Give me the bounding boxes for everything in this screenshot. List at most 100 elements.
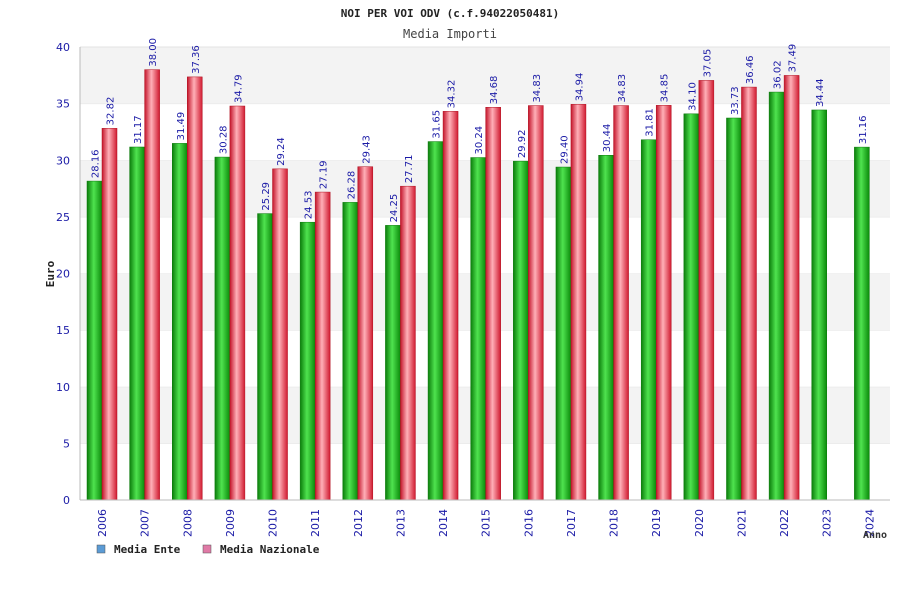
legend-swatch-media-nazionale — [202, 544, 212, 554]
legend-swatch-media-ente — [96, 544, 106, 554]
data-label: 34.83 — [617, 74, 628, 103]
bar-media-nazionale — [101, 128, 118, 501]
bar-media-ente — [854, 146, 870, 501]
bar-media-ente — [640, 139, 657, 501]
data-label: 34.83 — [532, 74, 543, 103]
data-label: 31.49 — [176, 112, 187, 141]
data-label: 24.53 — [304, 191, 315, 220]
data-label: 33.73 — [730, 86, 741, 115]
bar-media-nazionale — [485, 106, 501, 501]
bar-media-nazionale — [442, 111, 459, 501]
data-label: 34.68 — [489, 76, 500, 105]
x-tick-label: 2019 — [650, 509, 663, 537]
data-label: 37.49 — [788, 44, 799, 73]
data-label: 29.40 — [559, 135, 570, 164]
bar-media-ente — [299, 221, 316, 501]
bar-media-ente — [768, 91, 785, 501]
bar-media-ente — [86, 180, 103, 501]
x-tick-label: 2014 — [437, 509, 450, 537]
x-tick-label: 2024 — [863, 509, 876, 537]
data-labels: 28.16 32.82 31.17 38.00 31.49 37.36 30.28 34.79… — [91, 38, 869, 222]
bar-media-ente — [513, 160, 529, 501]
x-tick-label: 2023 — [821, 509, 834, 537]
data-label: 31.81 — [645, 108, 656, 137]
legend-label-media-nazionale: Media Nazionale — [220, 543, 320, 556]
bar-media-ente — [214, 156, 231, 501]
bar-media-nazionale — [698, 80, 715, 501]
data-label: 31.17 — [133, 115, 144, 144]
bar-media-ente — [427, 141, 444, 501]
data-label: 26.28 — [346, 171, 357, 200]
x-tick-label: 2013 — [394, 509, 407, 537]
bar-media-nazionale — [783, 75, 800, 501]
data-label: 31.16 — [858, 115, 869, 144]
y-tick-label: 10 — [56, 381, 70, 394]
y-tick-label: 0 — [63, 494, 70, 507]
x-axis-label: Anno — [863, 530, 887, 541]
data-label: 34.94 — [574, 73, 585, 102]
bar-media-ente — [811, 109, 827, 501]
data-label: 30.24 — [474, 126, 485, 155]
data-label: 27.71 — [404, 155, 415, 184]
data-label: 29.92 — [517, 130, 528, 159]
bar-media-nazionale — [229, 105, 246, 501]
x-tick-label: 2008 — [181, 509, 194, 537]
data-label: 36.46 — [745, 55, 756, 84]
data-label: 34.79 — [233, 74, 244, 103]
y-axis-ticks: 0 5 10 15 20 25 30 35 40 — [56, 41, 70, 507]
y-tick-label: 5 — [63, 437, 70, 450]
data-label: 34.10 — [687, 82, 698, 111]
data-label: 34.44 — [815, 78, 826, 107]
data-label: 32.82 — [106, 97, 117, 126]
bar-media-ente — [257, 213, 273, 501]
x-tick-label: 2010 — [267, 509, 280, 537]
x-axis-ticks: 2006 2007 2008 2009 2010 2011 2012 2013 2014 2015… — [96, 509, 876, 537]
data-label: 29.43 — [361, 135, 372, 164]
data-label: 25.29 — [261, 182, 272, 211]
y-tick-label: 15 — [56, 324, 70, 337]
bar-media-nazionale — [400, 185, 416, 501]
x-tick-label: 2021 — [735, 509, 748, 537]
x-tick-label: 2020 — [693, 509, 706, 537]
data-label: 24.25 — [389, 194, 400, 223]
y-tick-label: 25 — [56, 211, 70, 224]
x-tick-label: 2007 — [139, 509, 152, 537]
bar-media-nazionale — [613, 105, 629, 501]
bar-media-ente — [385, 225, 401, 501]
bar-media-nazionale — [144, 69, 160, 501]
x-tick-label: 2012 — [352, 509, 365, 537]
bar-media-nazionale — [570, 104, 587, 501]
bar-media-ente — [129, 146, 145, 501]
legend-label-media-ente: Media Ente — [114, 543, 181, 556]
x-tick-label: 2006 — [96, 509, 109, 537]
data-label: 31.65 — [432, 110, 443, 139]
x-tick-label: 2017 — [565, 509, 578, 537]
data-label: 37.36 — [191, 45, 202, 74]
chart-subtitle: Media Importi — [403, 27, 497, 41]
data-label: 38.00 — [148, 38, 159, 67]
bar-media-ente — [470, 157, 486, 501]
data-label: 30.44 — [602, 124, 613, 153]
bar-media-ente — [555, 166, 572, 501]
x-tick-label: 2022 — [778, 509, 791, 537]
bar-media-ente — [598, 155, 614, 501]
data-label: 27.19 — [319, 160, 330, 189]
data-label: 34.32 — [447, 80, 458, 109]
data-label: 37.05 — [702, 49, 713, 78]
bar-media-ente — [172, 143, 188, 501]
x-tick-label: 2015 — [480, 509, 493, 537]
bar-media-nazionale — [187, 76, 203, 501]
bar-media-nazionale — [272, 168, 288, 501]
y-tick-label: 30 — [56, 154, 70, 167]
bar-media-ente — [726, 117, 742, 501]
bar-media-nazionale — [357, 166, 374, 501]
x-tick-label: 2016 — [522, 509, 535, 537]
bars — [86, 69, 870, 501]
bar-media-ente — [342, 202, 359, 501]
data-label: 28.16 — [91, 149, 102, 178]
legend: Media Ente Media Nazionale — [96, 543, 320, 556]
bar-media-nazionale — [655, 105, 672, 501]
y-axis-label: Euro — [44, 260, 57, 287]
bar-media-ente — [683, 113, 700, 501]
